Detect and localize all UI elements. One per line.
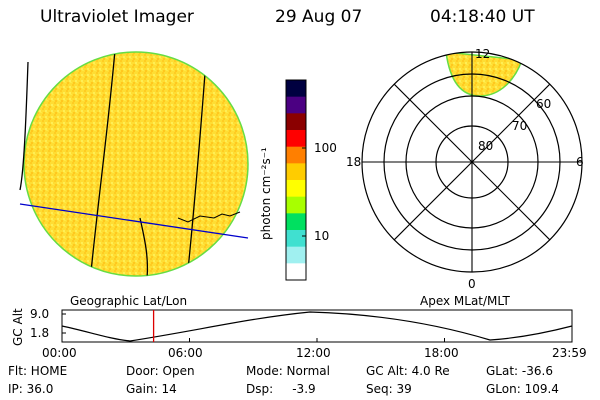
- polar-mlt-12: 12: [475, 47, 491, 61]
- altitude-curve: [61, 311, 573, 342]
- colorbar-segment: [286, 146, 306, 164]
- uv-image-panel: [19, 51, 249, 277]
- time-label: 04:18:40 UT: [430, 7, 535, 27]
- polar-mlt-0: 0: [468, 277, 476, 291]
- colorbar-segment: [286, 80, 306, 98]
- app-title: Ultraviolet Imager: [40, 7, 194, 27]
- status-gain: Gain: 14: [126, 382, 177, 396]
- altitude-tick-9: 9.0: [30, 307, 50, 321]
- colorbar-segment: [286, 163, 306, 181]
- status-gc-alt: GC Alt: 4.0 Re: [366, 364, 450, 378]
- geo-grid: [89, 52, 207, 276]
- projection-line: [19, 203, 249, 239]
- status-ip: IP: 36.0: [8, 382, 54, 396]
- time-tick-0600: 06:00: [168, 346, 203, 360]
- colorbar-segment: [286, 130, 306, 148]
- time-tick-1800: 18:00: [424, 346, 459, 360]
- polar-mlt-6: 6: [576, 155, 584, 169]
- colorbar-segment: [286, 196, 306, 214]
- apex-label: Apex MLat/MLT: [420, 294, 510, 308]
- colorbar-frame: [285, 79, 307, 281]
- colorbar: [285, 79, 307, 281]
- status-glon: GLon: 109.4: [486, 382, 559, 396]
- earth-disk: [23, 51, 249, 277]
- polar-lat-60: 60: [536, 97, 552, 111]
- colorbar-tick-100: 100: [314, 141, 337, 155]
- altitude-tick-1-8: 1.8: [30, 326, 50, 340]
- status-dsp: Dsp: -3.9: [246, 382, 316, 396]
- polar-spokes: [362, 52, 582, 272]
- altitude-axis-label: GC Alt: [11, 308, 25, 346]
- time-tick-0000: 00:00: [42, 346, 77, 360]
- colorbar-segment: [286, 230, 306, 248]
- colorbar-unit-label: photon cm⁻²s⁻¹: [259, 147, 273, 240]
- status-glat: GLat: -36.6: [486, 364, 553, 378]
- polar-lat-80: 80: [478, 139, 494, 153]
- colorbar-tick-10: 10: [314, 229, 330, 243]
- status-seq: Seq: 39: [366, 382, 412, 396]
- colorbar-segment: [286, 180, 306, 198]
- colorbar-segment: [286, 263, 306, 281]
- polar-lat-70: 70: [512, 119, 528, 133]
- geographic-label: Geographic Lat/Lon: [70, 294, 188, 308]
- polar-mlt-18: 18: [346, 155, 362, 169]
- colorbar-segment: [286, 213, 306, 231]
- colorbar-segment: [286, 246, 306, 264]
- status-flight: Flt: HOME: [8, 364, 68, 378]
- meridian-line: [19, 61, 29, 191]
- polar-plot: [361, 51, 583, 273]
- status-mode: Mode: Normal: [246, 364, 330, 378]
- time-tick-2359: 23:59: [552, 346, 587, 360]
- coastline: [177, 211, 241, 223]
- colorbar-segment: [286, 113, 306, 131]
- status-door: Door: Open: [126, 364, 195, 378]
- date-label: 29 Aug 07: [275, 7, 363, 27]
- colorbar-segment: [286, 96, 306, 114]
- time-tick-1200: 12:00: [296, 346, 331, 360]
- altitude-frame: [61, 309, 573, 343]
- altitude-panel: [61, 309, 573, 343]
